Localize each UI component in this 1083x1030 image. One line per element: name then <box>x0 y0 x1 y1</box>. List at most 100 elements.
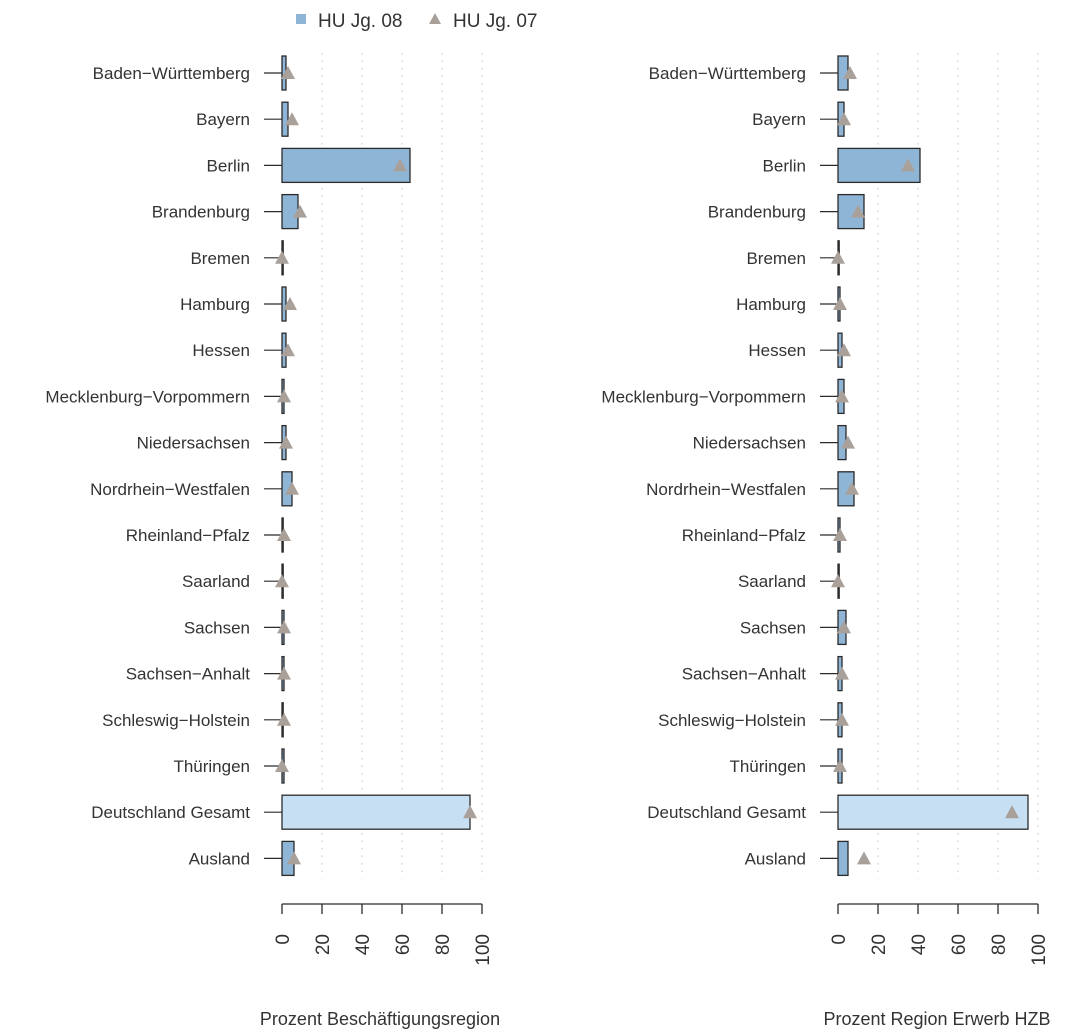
x-tick-label: 40 <box>909 934 930 955</box>
legend-label-hu-jg-08: HU Jg. 08 <box>318 11 402 32</box>
x-tick-label: 60 <box>949 934 970 955</box>
category-label-nordrhein-westfalen: Nordrhein−Westfalen <box>646 480 806 499</box>
category-label-brandenburg: Brandenburg <box>152 203 250 222</box>
triangle-mecklenburg-vorpommern <box>835 389 849 403</box>
legend-marker-triangle <box>429 13 441 24</box>
triangle-berlin <box>393 158 407 172</box>
category-label-sachsen: Sachsen <box>184 618 250 637</box>
category-label-niedersachsen: Niedersachsen <box>137 434 250 453</box>
triangle-baden-württemberg <box>281 66 295 79</box>
x-tick-label: 100 <box>473 934 494 966</box>
category-label-hamburg: Hamburg <box>736 295 806 314</box>
bar-berlin <box>281 147 411 184</box>
category-label-deutschland-gesamt: Deutschland Gesamt <box>91 803 250 822</box>
triangle-hamburg <box>833 297 847 310</box>
panel-region-erwerb-hzb: Baden−Württemberg Bayern Berlin Brandenburg… <box>601 53 1051 1029</box>
triangle-bremen <box>275 250 289 264</box>
category-label-rheinland-pfalz: Rheinland−Pfalz <box>126 526 250 545</box>
panel-beschaeftigungsregion: Baden−Württemberg Bayern Berlin Brandenburg… <box>45 53 500 1029</box>
x-tick-label: 100 <box>1029 934 1050 966</box>
triangle-ausland <box>287 851 301 865</box>
category-label-nordrhein-westfalen: Nordrhein−Westfalen <box>90 480 250 499</box>
legend: HU Jg. 08 HU Jg. 07 <box>296 11 537 32</box>
category-label-sachsen-anhalt: Sachsen−Anhalt <box>682 665 807 684</box>
category-label-thüringen: Thüringen <box>173 757 250 776</box>
bar-deutschland-gesamt <box>281 794 471 830</box>
category-label-bayern: Bayern <box>752 110 806 129</box>
category-label-hamburg: Hamburg <box>180 295 250 314</box>
x-tick-label: 80 <box>989 934 1010 955</box>
x-axis-title: Prozent Beschäftigungsregion <box>260 1009 500 1029</box>
x-tick-label: 20 <box>313 934 334 955</box>
x-tick-label: 0 <box>829 934 850 945</box>
triangle-niedersachsen <box>279 435 293 449</box>
triangle-rheinland-pfalz <box>833 528 847 541</box>
category-label-sachsen-anhalt: Sachsen−Anhalt <box>126 665 251 684</box>
triangle-nordrhein-westfalen <box>845 481 859 495</box>
category-label-sachsen: Sachsen <box>740 618 806 637</box>
bar-brandenburg <box>281 193 299 230</box>
category-label-schleswig-holstein: Schleswig−Holstein <box>658 711 806 730</box>
triangle-berlin <box>901 158 915 172</box>
legend-label-hu-jg-07: HU Jg. 07 <box>453 11 537 32</box>
triangle-schleswig-holstein <box>835 712 849 726</box>
bar-ausland <box>837 840 849 877</box>
category-label-mecklenburg-vorpommern: Mecklenburg−Vorpommern <box>601 387 806 406</box>
bar-hamburg <box>281 286 287 322</box>
triangle-brandenburg <box>851 204 865 218</box>
triangle-sachsen-anhalt <box>835 666 849 680</box>
triangle-brandenburg <box>293 204 307 218</box>
triangle-nordrhein-westfalen <box>285 481 299 495</box>
category-label-schleswig-holstein: Schleswig−Holstein <box>102 711 250 730</box>
triangle-hessen <box>837 343 851 357</box>
triangle-ausland <box>857 851 871 865</box>
triangle-saarland <box>275 574 289 588</box>
bar-deutschland-gesamt <box>837 794 1029 830</box>
category-label-saarland: Saarland <box>182 572 250 591</box>
category-label-ausland: Ausland <box>745 849 806 868</box>
triangle-thüringen <box>275 759 289 772</box>
x-axis-title: Prozent Region Erwerb HZB <box>823 1009 1050 1029</box>
category-label-saarland: Saarland <box>738 572 806 591</box>
triangle-deutschland-gesamt <box>1005 805 1019 819</box>
triangle-baden-württemberg <box>843 66 857 79</box>
x-tick-label: 80 <box>433 934 454 955</box>
category-label-thüringen: Thüringen <box>729 757 806 776</box>
category-label-bayern: Bayern <box>196 110 250 129</box>
category-label-ausland: Ausland <box>189 849 250 868</box>
triangle-niedersachsen <box>841 435 855 449</box>
category-label-brandenburg: Brandenburg <box>708 203 806 222</box>
category-label-bremen: Bremen <box>190 249 250 268</box>
triangle-sachsen-anhalt <box>277 666 291 680</box>
triangle-sachsen <box>277 620 291 634</box>
category-label-deutschland-gesamt: Deutschland Gesamt <box>647 803 806 822</box>
category-label-hessen: Hessen <box>748 341 806 360</box>
triangle-thüringen <box>833 759 847 772</box>
x-tick-label: 0 <box>273 934 294 945</box>
triangle-mecklenburg-vorpommern <box>277 389 291 403</box>
triangle-hessen <box>281 343 295 357</box>
category-label-berlin: Berlin <box>207 156 250 175</box>
triangle-bayern <box>285 112 299 126</box>
bar-bayern <box>281 101 289 137</box>
triangle-sachsen <box>837 620 851 634</box>
legend-marker-square <box>296 14 306 24</box>
triangle-bremen <box>831 250 845 264</box>
category-label-rheinland-pfalz: Rheinland−Pfalz <box>682 526 806 545</box>
triangle-rheinland-pfalz <box>277 528 291 541</box>
triangle-deutschland-gesamt <box>463 805 477 819</box>
category-label-baden-württemberg: Baden−Württemberg <box>649 64 806 83</box>
category-label-bremen: Bremen <box>746 249 806 268</box>
category-label-baden-württemberg: Baden−Württemberg <box>93 64 250 83</box>
category-label-hessen: Hessen <box>192 341 250 360</box>
triangle-schleswig-holstein <box>277 712 291 726</box>
category-label-mecklenburg-vorpommern: Mecklenburg−Vorpommern <box>45 387 250 406</box>
category-label-berlin: Berlin <box>763 156 806 175</box>
category-label-niedersachsen: Niedersachsen <box>693 434 806 453</box>
x-tick-label: 40 <box>353 934 374 955</box>
x-tick-label: 60 <box>393 934 414 955</box>
triangle-bayern <box>837 112 851 126</box>
x-tick-label: 20 <box>869 934 890 955</box>
triangle-hamburg <box>283 297 297 310</box>
